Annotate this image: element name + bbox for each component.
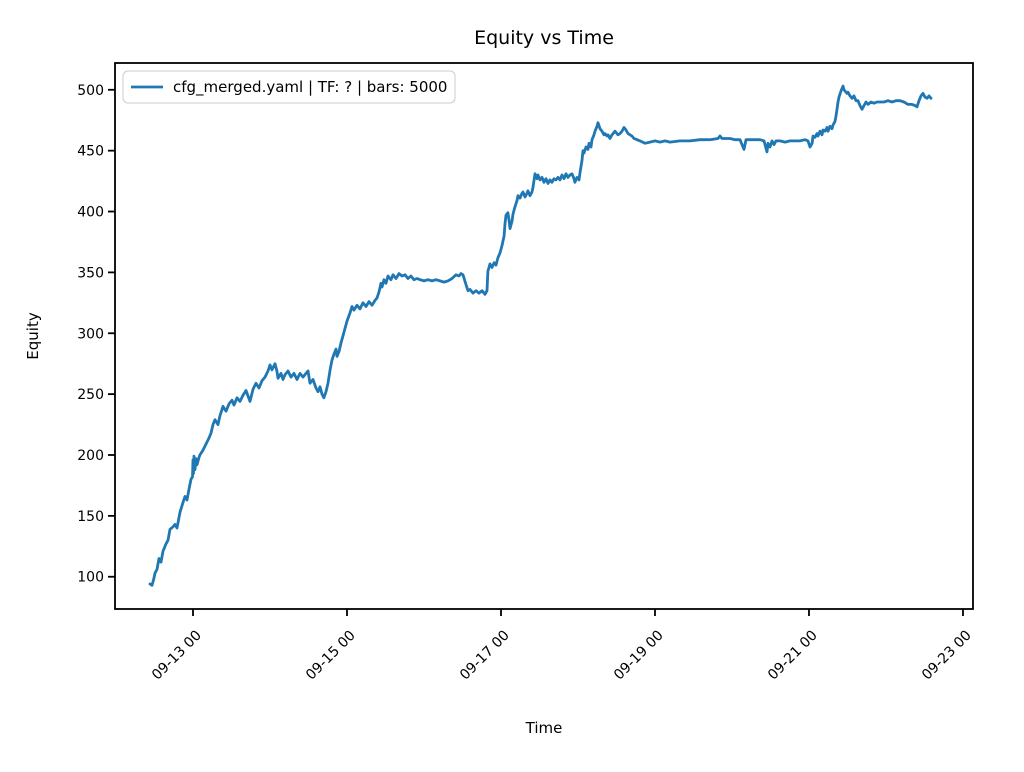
x-tick-label: 09-23 00 bbox=[919, 628, 975, 684]
y-tick-label: 300 bbox=[77, 326, 104, 342]
x-tick-label: 09-17 00 bbox=[457, 628, 513, 684]
legend-entry-label: cfg_merged.yaml | TF: ? | bars: 5000 bbox=[173, 78, 447, 97]
legend: cfg_merged.yaml | TF: ? | bars: 5000 bbox=[122, 70, 456, 104]
y-tick-label: 450 bbox=[77, 144, 104, 160]
legend-box bbox=[122, 70, 456, 104]
x-tick-label: 09-21 00 bbox=[765, 628, 821, 684]
y-tick-label: 500 bbox=[77, 83, 104, 99]
y-tick-label: 350 bbox=[77, 265, 104, 281]
x-tick-label: 09-13 00 bbox=[149, 628, 205, 684]
y-tick-label: 250 bbox=[77, 387, 104, 403]
x-tick-label: 09-19 00 bbox=[611, 628, 667, 684]
x-tick-label: 09-15 00 bbox=[303, 628, 359, 684]
y-axis-label: Equity bbox=[24, 312, 42, 360]
plot-area-border bbox=[114, 62, 974, 610]
chart-title: Equity vs Time bbox=[474, 27, 614, 49]
y-tick-label: 150 bbox=[77, 509, 104, 525]
y-tick-label: 200 bbox=[77, 448, 104, 464]
y-tick-label: 100 bbox=[77, 570, 104, 586]
equity-curve bbox=[148, 84, 933, 587]
axis-ticks: 09-13 00 09-15 00 09-17 00 09-19 00 09-21 00… bbox=[77, 83, 975, 684]
y-tick-label: 400 bbox=[77, 205, 104, 221]
x-axis-label: Time bbox=[525, 719, 563, 737]
equity-line-series bbox=[148, 84, 933, 587]
